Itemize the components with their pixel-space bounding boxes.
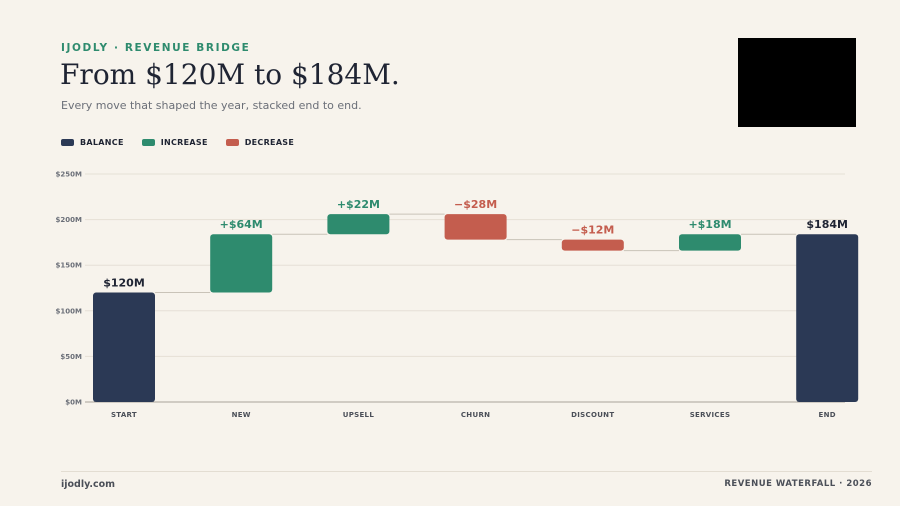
legend-item-balance: BALANCE	[61, 138, 124, 147]
legend-label-balance: BALANCE	[80, 138, 124, 147]
x-tick-label: CHURN	[461, 411, 490, 419]
x-tick-label: UPSELL	[343, 411, 375, 419]
bar-end	[796, 234, 859, 402]
data-label: $184M	[806, 218, 848, 231]
data-label: −$12M	[571, 224, 614, 237]
x-tick-label: SERVICES	[690, 411, 731, 419]
data-label: +$64M	[220, 218, 263, 231]
page-subtitle: Every move that shaped the year, stacked…	[61, 99, 362, 112]
legend-label-decrease: DECREASE	[244, 138, 295, 147]
chart-legend: BALANCE INCREASE DECREASE	[61, 138, 294, 147]
y-tick-label: $50M	[60, 353, 82, 361]
data-label: −$28M	[454, 198, 497, 211]
data-label: $120M	[103, 277, 145, 290]
y-tick-label: $250M	[56, 171, 82, 179]
bar-discount	[561, 239, 624, 251]
footer-divider	[61, 471, 872, 472]
x-tick-label: END	[819, 411, 836, 419]
bar-services	[679, 234, 741, 251]
legend-swatch-balance	[61, 139, 74, 146]
legend-item-increase: INCREASE	[141, 138, 208, 147]
data-label: +$18M	[688, 218, 731, 231]
footer-site: ijodly.com	[61, 479, 116, 490]
x-tick-label: DISCOUNT	[571, 411, 614, 419]
page-title: From $120M to $184M.	[60, 58, 400, 91]
legend-swatch-increase	[141, 139, 155, 146]
y-tick-label: $0M	[65, 399, 82, 407]
footer-caption: REVENUE WATERFALL · 2026	[724, 479, 872, 489]
y-tick-label: $100M	[56, 307, 82, 315]
data-label: +$22M	[337, 198, 380, 211]
y-tick-label: $200M	[56, 216, 82, 224]
bar-new	[210, 234, 273, 293]
legend-swatch-decrease	[225, 139, 239, 146]
bar-churn	[444, 214, 507, 240]
legend-item-decrease: DECREASE	[225, 138, 295, 147]
logo-placeholder	[738, 38, 856, 127]
eyebrow-label: IJODLY · REVENUE BRIDGE	[61, 42, 251, 54]
y-tick-label: $150M	[56, 262, 82, 270]
bar-start	[93, 292, 155, 402]
x-tick-label: NEW	[232, 411, 251, 419]
bar-upsell	[327, 214, 390, 235]
legend-label-increase: INCREASE	[160, 138, 208, 147]
x-tick-label: START	[111, 411, 137, 419]
